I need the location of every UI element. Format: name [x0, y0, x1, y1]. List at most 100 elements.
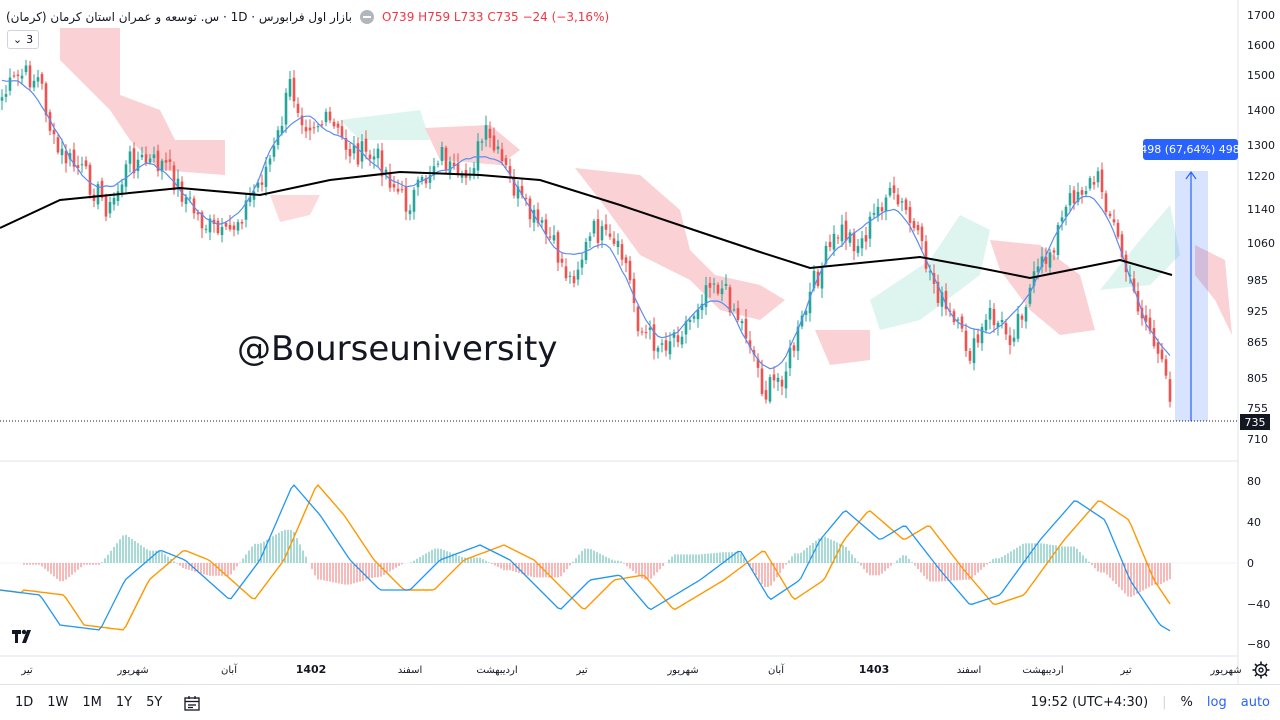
candle-body: [88, 164, 92, 195]
candle-body: [1148, 317, 1152, 331]
timeframe-1w[interactable]: 1W: [47, 695, 69, 710]
settings-gear-icon[interactable]: [1252, 661, 1270, 679]
candle-body: [720, 288, 724, 295]
candle-body: [156, 150, 160, 172]
macd-signal-line: [0, 484, 1171, 631]
indicators-collapse-button[interactable]: ⌄ 3: [7, 30, 39, 49]
candle-body: [256, 182, 260, 188]
time-axis-label: تیر: [1119, 665, 1132, 676]
candle-body: [980, 327, 984, 344]
candle-body: [400, 189, 404, 191]
candle-body: [764, 390, 768, 400]
candle-body: [808, 291, 812, 314]
visibility-icon[interactable]: [359, 10, 374, 24]
candle-body: [508, 166, 512, 175]
candle-body: [960, 316, 964, 329]
candle-body: [828, 241, 832, 248]
candle-body: [1156, 342, 1160, 354]
candle-body: [848, 232, 852, 243]
time-axis-label: شهریور: [1209, 665, 1241, 676]
auto-scale-toggle[interactable]: auto: [1240, 695, 1270, 710]
candle-body: [1004, 323, 1008, 335]
tradingview-logo-icon[interactable]: [10, 626, 36, 646]
chevron-down-icon: ⌄: [12, 33, 23, 46]
timeframe-1m[interactable]: 1M: [82, 695, 102, 710]
candle-body: [804, 310, 808, 315]
symbol-title[interactable]: بازار اول فرابورس · 1D · س. توسعه و عمرا…: [6, 10, 352, 24]
candle-body: [172, 165, 176, 191]
candle-body: [264, 166, 268, 187]
candle-body: [612, 238, 616, 244]
candle-body: [712, 283, 716, 285]
candle-body: [456, 163, 460, 176]
timeframe-1y[interactable]: 1Y: [115, 695, 133, 710]
candle-body: [448, 161, 452, 175]
candle-body: [364, 138, 368, 152]
candle-body: [1128, 275, 1132, 277]
price-axis-label: 865: [1247, 336, 1268, 349]
candle-body: [416, 179, 420, 188]
candle-body: [232, 225, 236, 230]
candle-body: [244, 200, 248, 220]
percent-scale-toggle[interactable]: %: [1180, 695, 1193, 710]
candle-body: [1076, 191, 1080, 202]
cloud-patch: [340, 110, 430, 140]
candle-body: [8, 77, 12, 91]
cloud-patch: [425, 125, 520, 165]
candle-body: [168, 159, 172, 162]
candle-body: [956, 319, 960, 321]
price-axis-label: 1140: [1247, 203, 1275, 216]
candle-body: [504, 158, 508, 165]
candle-body: [300, 115, 304, 126]
candle-body: [1068, 193, 1072, 206]
candle-body: [888, 187, 892, 196]
candle-body: [468, 176, 472, 178]
candle-body: [736, 308, 740, 320]
candle-body: [104, 196, 108, 217]
log-scale-toggle[interactable]: log: [1206, 695, 1227, 710]
chart-canvas[interactable]: 1700 1600 1500 1400 1300 1220 1140 1060 985 925 86…: [0, 0, 1280, 684]
candle-body: [556, 232, 560, 263]
candle-body: [964, 330, 968, 351]
candle-body: [968, 351, 972, 361]
candle-body: [524, 197, 528, 199]
candle-body: [36, 77, 40, 82]
date-range-icon[interactable]: [183, 694, 201, 712]
candle-body: [492, 135, 496, 151]
cloud-patch: [990, 240, 1095, 335]
candle-body: [360, 141, 364, 162]
price-axis-label: 985: [1247, 274, 1268, 287]
candle-body: [296, 103, 300, 113]
candle-body: [396, 188, 400, 192]
candle-body: [748, 340, 752, 348]
candle-body: [792, 345, 796, 351]
clock-timezone[interactable]: 19:52 (UTC+4:30): [1030, 695, 1149, 710]
candle-body: [344, 138, 348, 150]
candle-body: [1008, 335, 1012, 346]
candle-body: [824, 245, 828, 264]
candle-body: [660, 343, 664, 345]
candle-body: [248, 196, 252, 202]
candle-body: [860, 238, 864, 249]
candle-body: [852, 232, 856, 252]
timeframe-5y[interactable]: 5Y: [146, 695, 163, 710]
candle-body: [328, 111, 332, 121]
timeframe-1d[interactable]: 1D: [15, 695, 34, 710]
candle-body: [1064, 206, 1068, 217]
candle-body: [440, 146, 444, 162]
candle-body: [12, 75, 16, 77]
candle-body: [252, 191, 256, 200]
candle-body: [636, 306, 640, 332]
price-axis-label: 1220: [1247, 170, 1275, 183]
candle-body: [1036, 266, 1040, 273]
candle-body: [872, 212, 876, 215]
measure-label-box: [1143, 139, 1238, 160]
candle-body: [472, 168, 476, 175]
candle-body: [84, 160, 88, 167]
candle-body: [1052, 250, 1056, 253]
candle-body: [540, 220, 544, 223]
cloud-patch: [575, 168, 785, 320]
candle-body: [376, 148, 380, 159]
last-price-value: 735: [1245, 416, 1266, 429]
candle-body: [1044, 256, 1048, 264]
